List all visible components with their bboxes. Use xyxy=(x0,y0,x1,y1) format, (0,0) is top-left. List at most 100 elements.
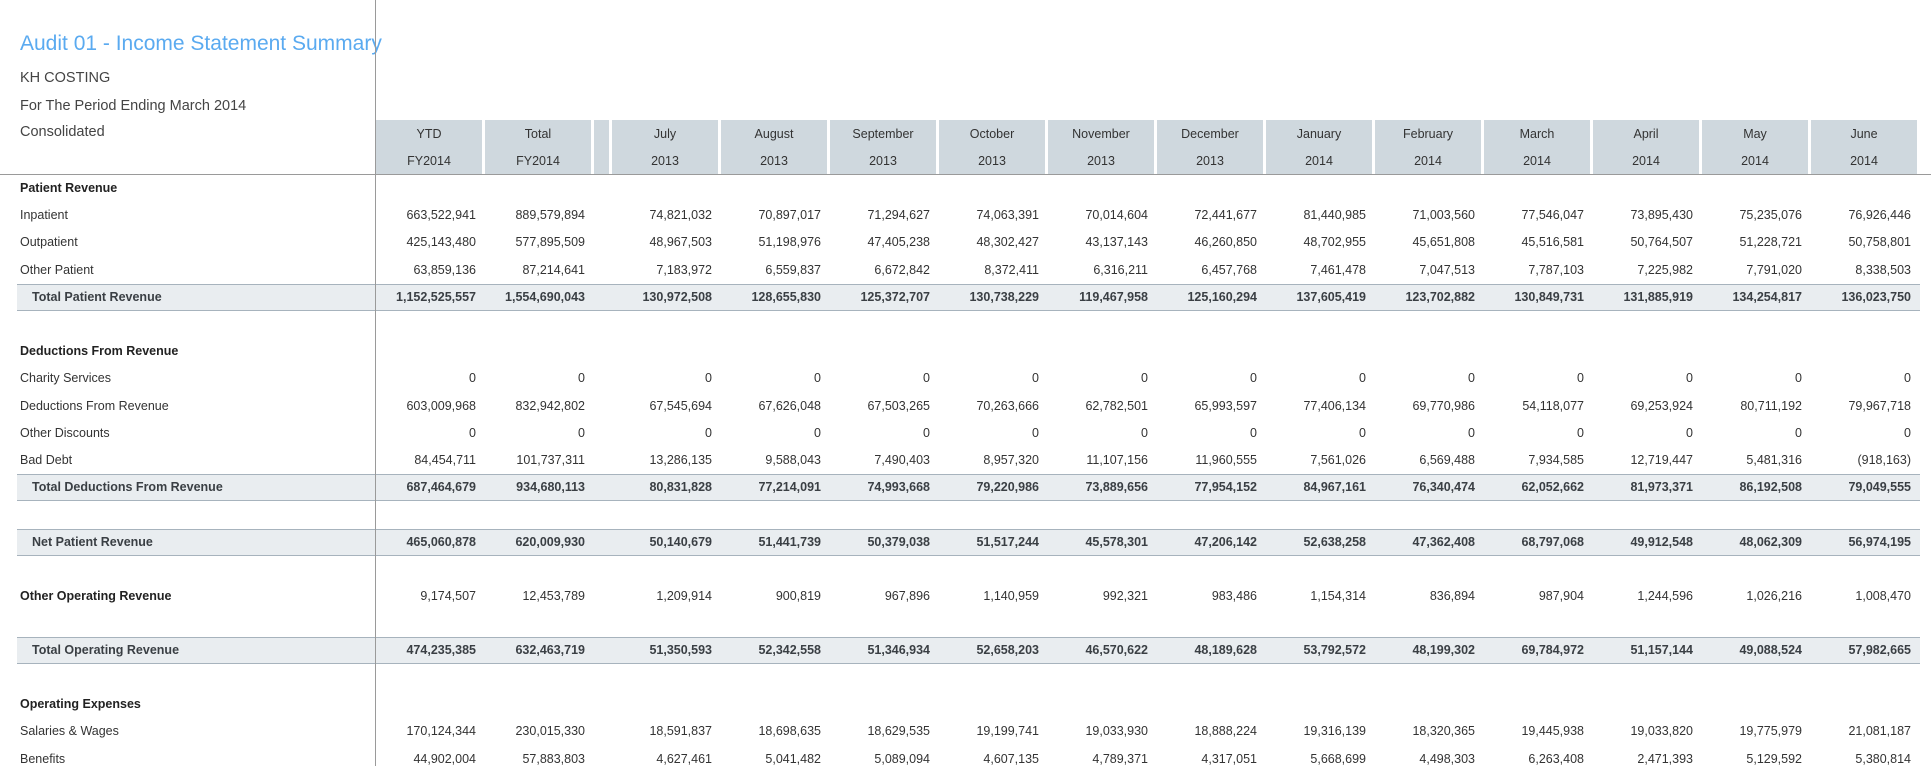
column-header[interactable]: YTD FY2014 xyxy=(376,120,482,174)
column-header[interactable]: January 2014 xyxy=(1266,120,1372,174)
cell-value: (918,163) xyxy=(1857,453,1911,467)
cell-value: 56,974,195 xyxy=(1848,534,1911,549)
cell-value: 48,967,503 xyxy=(649,235,712,250)
column-header-label: April xyxy=(1633,127,1659,141)
cell-value: 0 xyxy=(578,425,585,440)
cell-value: 0 xyxy=(1032,425,1039,440)
column-header[interactable]: Total FY2014 xyxy=(485,120,591,174)
column-header[interactable]: November 2013 xyxy=(1048,120,1154,174)
cell-value: 47,405,238 xyxy=(867,235,930,250)
cell-value: 6,457,768 xyxy=(1201,262,1257,277)
cell-value: 48,189,628 xyxy=(1194,642,1257,657)
cell-value: 50,140,679 xyxy=(649,534,712,549)
cell-value: 7,787,103 xyxy=(1528,262,1584,277)
column-header-period: FY2014 xyxy=(407,154,451,168)
cell-value: 84,454,711 xyxy=(414,453,476,467)
cell-value: 18,888,224 xyxy=(1194,724,1257,739)
column-header[interactable]: October 2013 xyxy=(939,120,1045,174)
cell-value: 52,658,203 xyxy=(976,642,1039,657)
cell-value: 81,440,985 xyxy=(1303,208,1366,223)
row-label: Total Operating Revenue xyxy=(32,642,180,657)
cell-value: 70,263,666 xyxy=(976,398,1039,413)
cell-value: 77,546,047 xyxy=(1521,208,1584,223)
row-label: Inpatient xyxy=(20,208,68,223)
cell-value: 77,406,134 xyxy=(1303,398,1366,413)
column-header[interactable]: March 2014 xyxy=(1484,120,1590,174)
row-label: Other Patient xyxy=(20,262,94,277)
cell-value: 48,062,309 xyxy=(1739,534,1802,549)
cell-value: 76,926,446 xyxy=(1848,208,1911,223)
column-header[interactable]: February 2014 xyxy=(1375,120,1481,174)
cell-value: 53,792,572 xyxy=(1303,642,1366,657)
cell-value: 123,702,882 xyxy=(1405,289,1475,304)
cell-value: 43,137,143 xyxy=(1085,235,1148,250)
column-spacer xyxy=(594,120,609,174)
column-header[interactable]: April 2014 xyxy=(1593,120,1699,174)
spacer-row xyxy=(0,664,1931,691)
cell-value: 7,461,478 xyxy=(1310,262,1366,277)
column-header-period: 2013 xyxy=(651,154,679,168)
cell-value: 67,545,694 xyxy=(649,398,712,413)
column-header-period: 2013 xyxy=(1087,154,1115,168)
cell-value: 131,885,919 xyxy=(1623,289,1693,304)
cell-value: 134,254,817 xyxy=(1732,289,1802,304)
column-header[interactable]: September 2013 xyxy=(830,120,936,174)
cell-value: 0 xyxy=(1141,371,1148,386)
column-header[interactable]: December 2013 xyxy=(1157,120,1263,174)
cell-value: 0 xyxy=(469,371,476,386)
cell-value: 0 xyxy=(1250,371,1257,386)
table-row: Other Discounts 0 0 0 0 0 0 0 0 0 0 0 0 0 0 xyxy=(0,420,1931,447)
cell-value: 137,605,419 xyxy=(1296,289,1366,304)
total-band xyxy=(17,528,1920,556)
cell-value: 48,702,955 xyxy=(1303,235,1366,250)
cell-value: 49,912,548 xyxy=(1630,534,1693,549)
cell-value: 86,192,508 xyxy=(1739,480,1802,495)
total-band xyxy=(17,283,1920,311)
cell-value: 70,897,017 xyxy=(758,208,821,223)
cell-value: 0 xyxy=(1904,371,1911,386)
row-label: Other Operating Revenue xyxy=(20,588,172,603)
cell-value: 11,960,555 xyxy=(1195,453,1257,467)
column-header-label: June xyxy=(1850,127,1878,141)
cell-value: 12,719,447 xyxy=(1630,453,1693,467)
cell-value: 7,561,026 xyxy=(1310,453,1366,467)
cell-value: 0 xyxy=(705,371,712,386)
cell-value: 934,680,113 xyxy=(516,480,585,495)
column-header[interactable]: July 2013 xyxy=(612,120,718,174)
column-header-label: August xyxy=(754,127,794,141)
column-header-period: 2014 xyxy=(1632,154,1660,168)
cell-value: 0 xyxy=(469,425,476,440)
column-header[interactable]: June 2014 xyxy=(1811,120,1917,174)
cell-value: 19,033,930 xyxy=(1085,724,1148,739)
cell-value: 465,060,878 xyxy=(406,534,476,549)
total-band xyxy=(17,474,1920,502)
table-row: Salaries & Wages 170,124,344 230,015,330 18… xyxy=(0,718,1931,745)
column-header-label: July xyxy=(653,127,677,141)
cell-value: 5,129,592 xyxy=(1746,751,1802,766)
cell-value: 73,895,430 xyxy=(1630,208,1693,223)
section-heading-row: Patient Revenue xyxy=(0,175,1931,202)
table-row: Deductions From Revenue 603,009,968 832,94… xyxy=(0,393,1931,420)
cell-value: 6,559,837 xyxy=(765,262,821,277)
cell-value: 11,107,156 xyxy=(1086,453,1148,467)
cell-value: 5,380,814 xyxy=(1855,751,1911,766)
cell-value: 80,831,828 xyxy=(649,480,712,495)
cell-value: 81,973,371 xyxy=(1630,480,1693,495)
cell-value: 8,957,320 xyxy=(983,453,1039,467)
cell-value: 45,578,301 xyxy=(1085,534,1148,549)
column-header-label: March xyxy=(1519,127,1555,141)
cell-value: 0 xyxy=(578,371,585,386)
cell-value: 9,588,043 xyxy=(765,453,821,467)
cell-value: 69,253,924 xyxy=(1630,398,1693,413)
cell-value: 632,463,719 xyxy=(515,642,585,657)
report-title: Audit 01 - Income Statement Summary xyxy=(20,32,382,55)
column-header-label: YTD xyxy=(416,127,442,141)
column-header[interactable]: August 2013 xyxy=(721,120,827,174)
column-header[interactable]: May 2014 xyxy=(1702,120,1808,174)
cell-value: 19,316,139 xyxy=(1303,724,1366,739)
row-label: Salaries & Wages xyxy=(20,724,119,739)
cell-value: 8,372,411 xyxy=(984,262,1039,277)
cell-value: 1,244,596 xyxy=(1637,588,1693,603)
cell-value: 7,183,972 xyxy=(656,262,712,277)
cell-value: 65,993,597 xyxy=(1194,398,1257,413)
